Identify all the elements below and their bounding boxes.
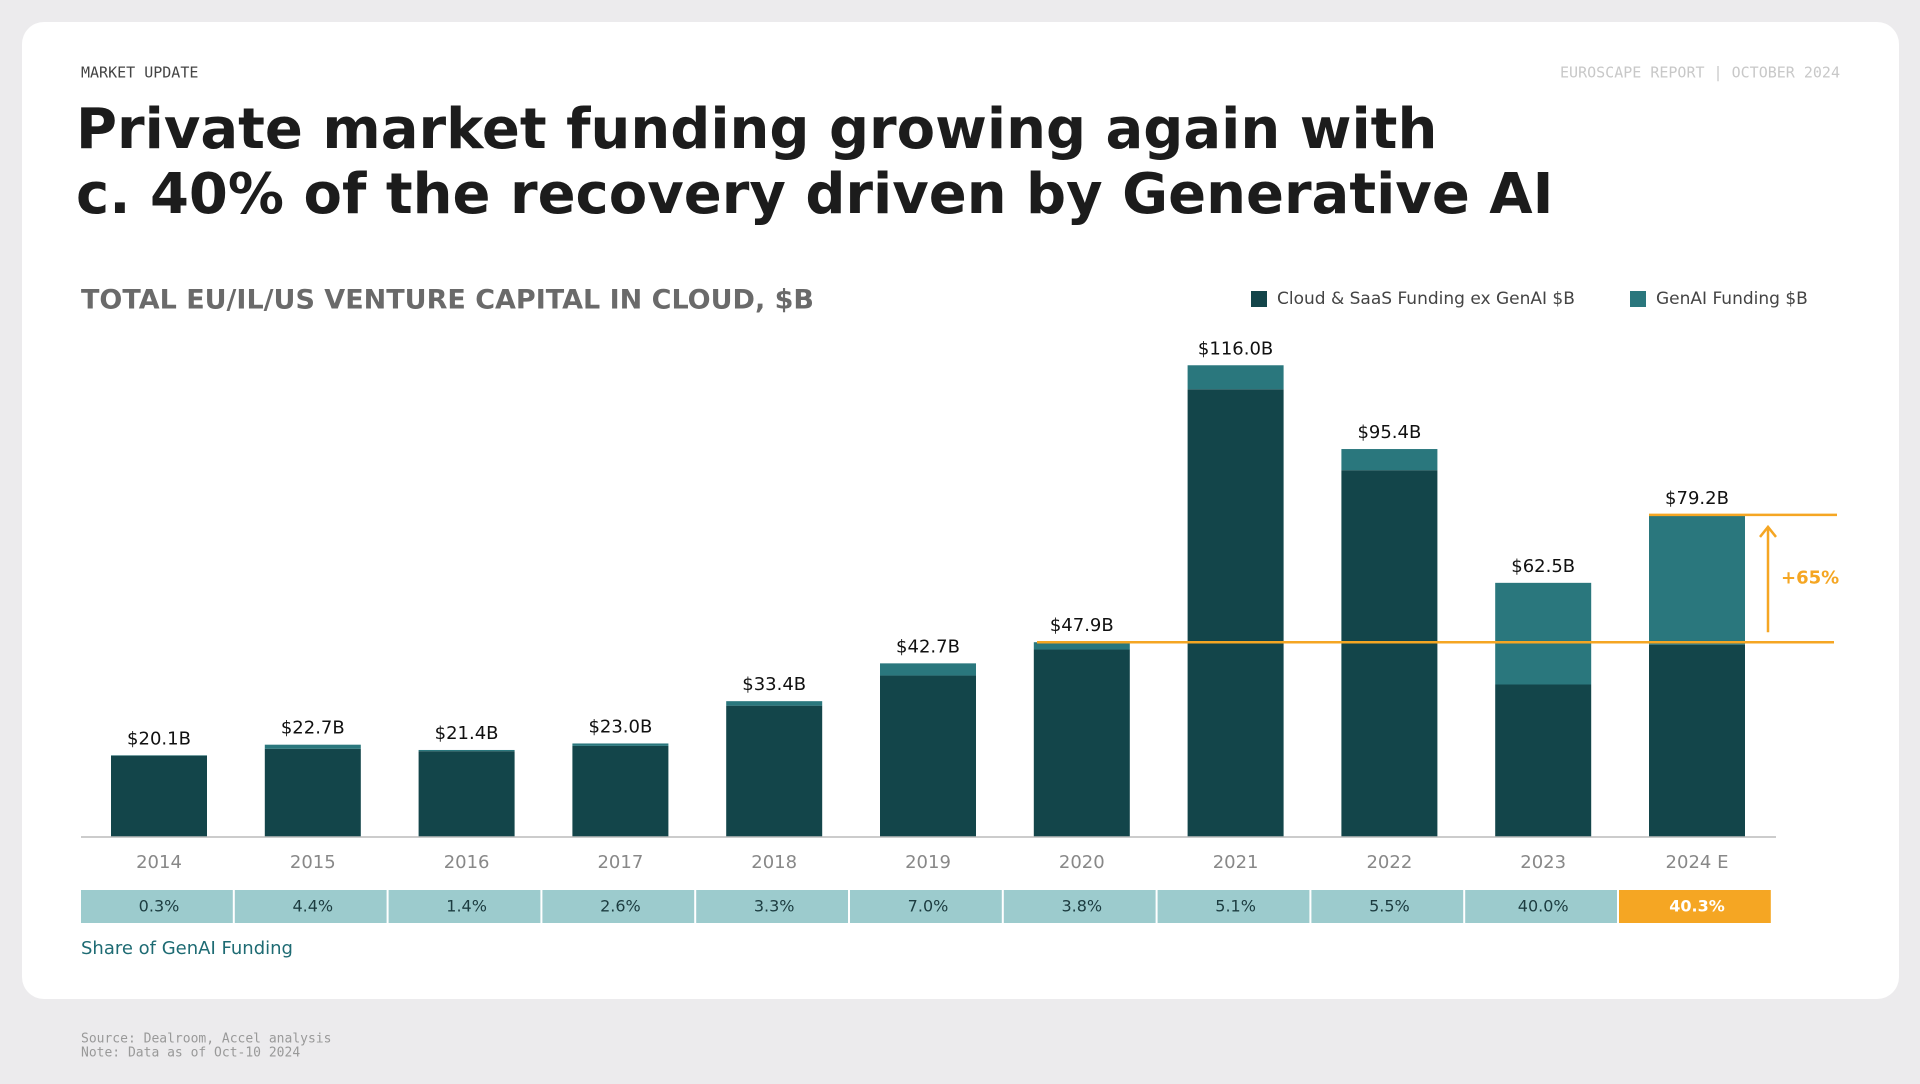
total-label: $22.7B	[281, 718, 345, 739]
x-tick-label: 2022	[1366, 852, 1412, 873]
bar-segment	[1341, 449, 1437, 470]
total-label: $21.4B	[435, 723, 499, 744]
share-label: 40.3%	[1669, 897, 1725, 916]
bar-segment	[1495, 685, 1591, 838]
bar-segment	[111, 756, 207, 837]
bar-segment	[572, 746, 668, 837]
share-label: 2.6%	[600, 897, 641, 916]
total-label: $79.2B	[1665, 488, 1729, 509]
bar-segment	[572, 743, 668, 745]
title: c. 40% of the recovery driven by Generat…	[76, 162, 1553, 227]
bar-segment	[1034, 650, 1130, 837]
bar-segment	[1341, 470, 1437, 837]
share-row-label: Share of GenAI Funding	[81, 938, 293, 959]
share-label: 7.0%	[908, 897, 949, 916]
chart-title: TOTAL EU/IL/US VENTURE CAPITAL IN CLOUD,…	[81, 285, 814, 316]
x-tick-label: 2023	[1520, 852, 1566, 873]
footer: Note: Data as of Oct-10 2024	[81, 1046, 300, 1061]
x-tick-label: 2015	[290, 852, 336, 873]
share-label: 3.8%	[1061, 897, 1102, 916]
x-tick-label: 2019	[905, 852, 951, 873]
share-label: 40.0%	[1518, 897, 1569, 916]
bar-segment	[419, 750, 515, 751]
x-tick-label: 2014	[136, 852, 182, 873]
x-tick-label: 2024 E	[1666, 852, 1729, 873]
total-label: $23.0B	[588, 716, 652, 737]
bar-segment	[880, 676, 976, 837]
total-label: $33.4B	[742, 674, 806, 695]
report: EUROSCAPE REPORT | OCTOBER 2024	[1560, 64, 1840, 82]
share-label: 1.4%	[446, 897, 487, 916]
share-label: 4.4%	[292, 897, 333, 916]
bar-segment	[265, 745, 361, 749]
bar-segment	[1495, 583, 1591, 685]
title: Private market funding growing again wit…	[76, 97, 1437, 162]
total-label: $62.5B	[1511, 556, 1575, 577]
bar-segment	[1649, 645, 1745, 837]
total-label: $20.1B	[127, 728, 191, 749]
bar-segment	[419, 751, 515, 837]
bar-segment	[880, 663, 976, 675]
bar-segment	[1188, 365, 1284, 389]
bar-segment	[726, 706, 822, 837]
x-tick-label: 2021	[1213, 852, 1259, 873]
share-label: 0.3%	[139, 897, 180, 916]
total-label: $95.4B	[1357, 422, 1421, 443]
legend-label: GenAI Funding $B	[1656, 289, 1808, 309]
legend-swatch	[1251, 291, 1267, 307]
x-tick-label: 2017	[597, 852, 643, 873]
bar-segment	[1188, 389, 1284, 837]
legend-swatch	[1630, 291, 1646, 307]
x-tick-label: 2020	[1059, 852, 1105, 873]
footer: Source: Dealroom, Accel analysis	[81, 1032, 331, 1047]
annotation-label: +65%	[1781, 568, 1839, 589]
bar-segment	[1649, 515, 1745, 645]
total-label: $47.9B	[1050, 615, 1114, 636]
share-label: 3.3%	[754, 897, 795, 916]
x-tick-label: 2018	[751, 852, 797, 873]
share-label: 5.1%	[1215, 897, 1256, 916]
share-label: 5.5%	[1369, 897, 1410, 916]
total-label: $116.0B	[1198, 338, 1273, 359]
total-label: $42.7B	[896, 636, 960, 657]
x-tick-label: 2016	[444, 852, 490, 873]
bar-segment	[265, 749, 361, 837]
bar-segment	[726, 701, 822, 705]
legend-label: Cloud & SaaS Funding ex GenAI $B	[1277, 289, 1575, 309]
kicker: MARKET UPDATE	[81, 64, 198, 82]
